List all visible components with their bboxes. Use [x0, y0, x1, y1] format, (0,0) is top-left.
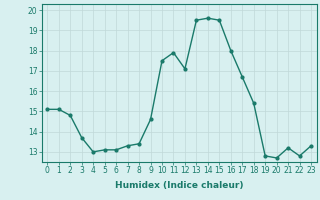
X-axis label: Humidex (Indice chaleur): Humidex (Indice chaleur) [115, 181, 244, 190]
